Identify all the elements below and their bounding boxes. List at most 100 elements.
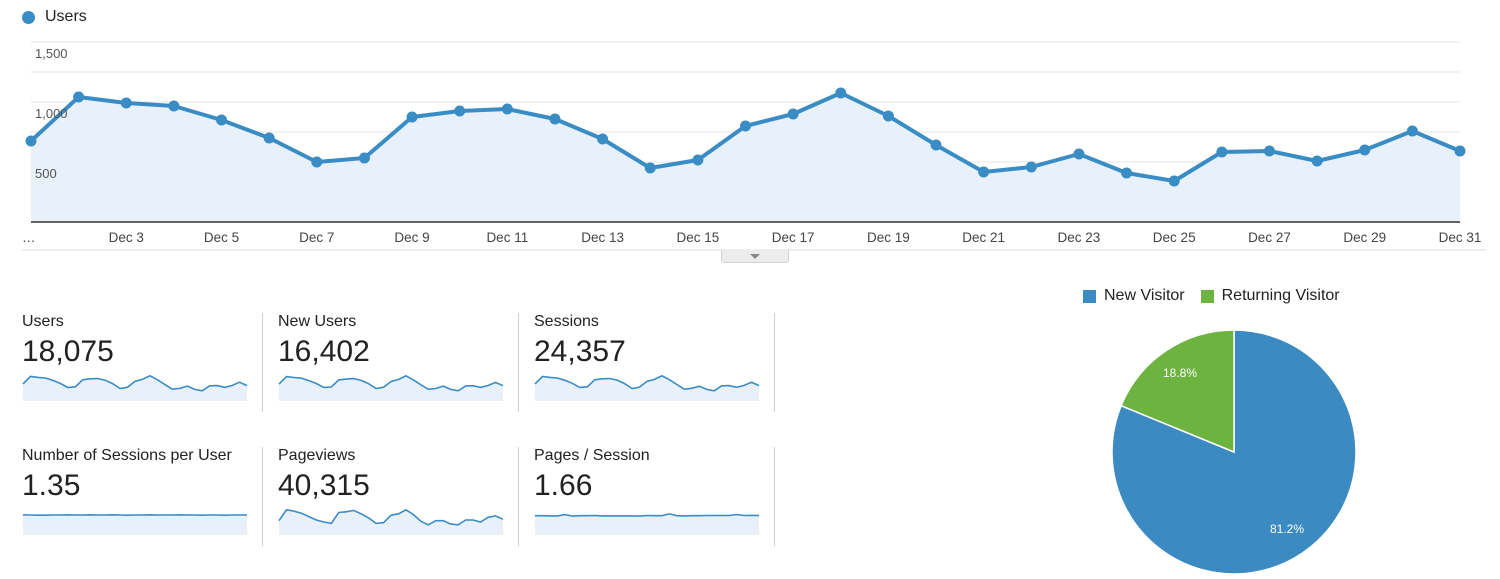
- svg-text:1,500: 1,500: [35, 46, 68, 61]
- metric-label: Users: [22, 313, 64, 330]
- svg-text:500: 500: [35, 166, 57, 181]
- data-point[interactable]: [1406, 125, 1418, 137]
- data-point[interactable]: [73, 91, 85, 103]
- legend-item-returning-visitor[interactable]: Returning Visitor: [1200, 287, 1340, 305]
- data-point[interactable]: [644, 162, 656, 174]
- svg-text:Dec 19: Dec 19: [867, 230, 910, 245]
- metric-tile[interactable]: Pageviews 40,315: [278, 447, 518, 547]
- users-series-dot-icon: [22, 10, 35, 24]
- tile-divider: [262, 313, 263, 412]
- data-point[interactable]: [1168, 175, 1180, 187]
- svg-text:Dec 3: Dec 3: [109, 230, 144, 245]
- svg-text:Dec 27: Dec 27: [1248, 230, 1291, 245]
- svg-text:Dec 31: Dec 31: [1439, 230, 1482, 245]
- pie-slice-returning-visitor[interactable]: [1120, 329, 1235, 454]
- users-line-chart[interactable]: 500 1,000 1,500 … Dec 3 Dec 5 Dec 7 Dec 9 Dec 1…: [0, 30, 1500, 252]
- users-area-fill: [31, 93, 1460, 222]
- chart-legend[interactable]: Users: [22, 8, 87, 26]
- metric-tile[interactable]: Users 18,075: [22, 313, 262, 413]
- svg-text:Dec 9: Dec 9: [394, 230, 429, 245]
- data-point[interactable]: [1359, 144, 1371, 156]
- chevron-down-icon: [750, 253, 760, 259]
- metric-sparkline: [22, 513, 247, 535]
- legend-item-new-visitor[interactable]: New Visitor: [1083, 287, 1185, 305]
- data-point[interactable]: [501, 103, 513, 115]
- new-visitor-swatch-icon: [1083, 289, 1096, 303]
- tile-divider: [518, 313, 519, 412]
- data-point[interactable]: [1216, 146, 1228, 158]
- data-point[interactable]: [216, 114, 228, 126]
- data-point[interactable]: [882, 110, 894, 122]
- svg-text:Dec 21: Dec 21: [962, 230, 1005, 245]
- x-axis-labels: … Dec 3 Dec 5 Dec 7 Dec 9 Dec 11 Dec 13 Dec 15 D…: [22, 230, 1481, 245]
- returning-visitor-swatch-icon: [1200, 289, 1214, 303]
- data-point[interactable]: [1025, 161, 1037, 173]
- data-point[interactable]: [692, 154, 704, 166]
- metric-label: New Users: [278, 313, 357, 330]
- svg-text:Dec 5: Dec 5: [204, 230, 239, 245]
- data-point[interactable]: [835, 87, 847, 99]
- data-point[interactable]: [1073, 148, 1085, 160]
- metric-sparkline: [535, 513, 759, 535]
- svg-text:Dec 7: Dec 7: [299, 230, 334, 245]
- pie-label-returning-visitor: 18.8%: [1163, 366, 1197, 380]
- data-point[interactable]: [25, 135, 37, 147]
- metric-sparkline: [278, 508, 504, 535]
- data-point[interactable]: [740, 120, 751, 132]
- pie-legend: New Visitor Returning Visitor: [1083, 287, 1340, 305]
- metric-value: 16,402: [278, 335, 370, 368]
- data-point[interactable]: [311, 156, 323, 168]
- metric-sparkline: [534, 374, 760, 401]
- svg-text:Dec 23: Dec 23: [1058, 230, 1101, 245]
- metric-label: Number of Sessions per User: [22, 447, 232, 464]
- svg-text:1,000: 1,000: [35, 106, 68, 121]
- expand-chart-toggle[interactable]: [721, 250, 789, 263]
- visitor-type-pie-chart[interactable]: 81.2% 18.8%: [1100, 320, 1370, 579]
- pie-label-new-visitor: 81.2%: [1270, 522, 1304, 536]
- legend-label: Returning Visitor: [1221, 287, 1340, 304]
- svg-text:Dec 25: Dec 25: [1153, 230, 1196, 245]
- data-point[interactable]: [597, 133, 609, 145]
- svg-text:…: …: [22, 230, 36, 245]
- svg-text:Dec 15: Dec 15: [676, 230, 719, 245]
- data-point[interactable]: [1311, 155, 1323, 167]
- metric-tile[interactable]: Sessions 24,357: [534, 313, 774, 413]
- data-point[interactable]: [168, 100, 180, 112]
- metric-value: 1.35: [22, 469, 81, 502]
- metric-value: 24,357: [534, 335, 626, 368]
- tile-divider: [774, 447, 775, 546]
- legend-label: New Visitor: [1104, 287, 1185, 304]
- svg-text:Dec 29: Dec 29: [1343, 230, 1386, 245]
- metric-label: Pages / Session: [534, 447, 650, 464]
- y-axis-labels: 500 1,000 1,500: [35, 46, 68, 181]
- data-point[interactable]: [263, 132, 275, 144]
- svg-text:Dec 13: Dec 13: [581, 230, 624, 245]
- metric-value: 18,075: [22, 335, 114, 368]
- data-point[interactable]: [358, 152, 370, 164]
- data-point[interactable]: [978, 166, 990, 178]
- metric-sparkline: [278, 374, 504, 401]
- metric-value: 1.66: [534, 469, 593, 502]
- metric-tile[interactable]: Number of Sessions per User 1.35: [22, 447, 262, 547]
- svg-text:Dec 11: Dec 11: [486, 230, 528, 245]
- data-point[interactable]: [1263, 145, 1275, 157]
- metric-label: Sessions: [534, 313, 599, 330]
- tile-divider: [518, 447, 519, 546]
- metric-sparkline: [22, 374, 248, 401]
- tile-divider: [774, 313, 775, 412]
- data-point[interactable]: [549, 113, 561, 125]
- svg-text:Dec 17: Dec 17: [772, 230, 815, 245]
- data-points[interactable]: [25, 87, 1466, 187]
- data-point[interactable]: [930, 139, 942, 151]
- data-point[interactable]: [1454, 145, 1466, 157]
- metric-label: Pageviews: [278, 447, 356, 464]
- data-point[interactable]: [1121, 167, 1133, 179]
- data-point[interactable]: [406, 111, 418, 123]
- data-point[interactable]: [454, 105, 466, 117]
- data-point[interactable]: [120, 97, 132, 109]
- metric-tile[interactable]: New Users 16,402: [278, 313, 518, 413]
- metric-tile[interactable]: Pages / Session 1.66: [534, 447, 774, 547]
- tile-divider: [262, 447, 263, 546]
- data-point[interactable]: [787, 108, 799, 120]
- metric-value: 40,315: [278, 469, 370, 502]
